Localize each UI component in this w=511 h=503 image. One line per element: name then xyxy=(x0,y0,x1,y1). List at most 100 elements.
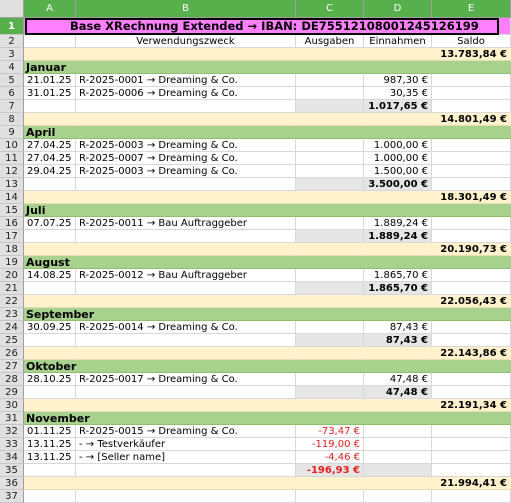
saldo-cell[interactable] xyxy=(432,425,511,438)
purpose-cell[interactable]: R-2025-0017 → Dreaming & Co. xyxy=(76,373,296,386)
row-header[interactable]: 35 xyxy=(0,464,24,477)
cell[interactable] xyxy=(296,347,364,360)
cell[interactable] xyxy=(364,412,432,425)
cell[interactable] xyxy=(24,113,76,126)
cell[interactable] xyxy=(432,308,511,321)
row-header[interactable]: 28 xyxy=(0,373,24,386)
date-cell[interactable]: 21.01.25 xyxy=(24,74,76,87)
row-header[interactable]: 19 xyxy=(0,256,24,269)
cell[interactable] xyxy=(296,399,364,412)
expense-sum-cell[interactable] xyxy=(296,386,364,399)
date-cell[interactable]: 31.01.25 xyxy=(24,87,76,100)
row-header[interactable]: 15 xyxy=(0,204,24,217)
cell[interactable] xyxy=(364,61,432,74)
row-header[interactable]: 16 xyxy=(0,217,24,230)
row-header[interactable]: 3 xyxy=(0,48,24,61)
header-ausgaben[interactable]: Ausgaben xyxy=(296,35,364,48)
saldo-cell[interactable] xyxy=(432,152,511,165)
column-header-d[interactable]: D xyxy=(364,0,432,18)
expense-cell[interactable] xyxy=(296,152,364,165)
cell[interactable] xyxy=(24,178,76,191)
cell[interactable] xyxy=(24,48,76,61)
row-header[interactable]: 4 xyxy=(0,61,24,74)
cell[interactable] xyxy=(76,282,296,295)
cell[interactable] xyxy=(296,295,364,308)
cell[interactable] xyxy=(296,490,364,503)
month-label[interactable]: Oktober xyxy=(24,360,77,373)
cell[interactable] xyxy=(76,113,296,126)
column-header-c[interactable]: C xyxy=(296,0,364,18)
cell[interactable] xyxy=(364,477,432,490)
month-label[interactable]: April xyxy=(24,126,76,139)
purpose-cell[interactable]: R-2025-0006 → Dreaming & Co. xyxy=(76,87,296,100)
cell[interactable] xyxy=(296,204,364,217)
cell[interactable] xyxy=(296,191,364,204)
income-sum-cell[interactable]: 1.017,65 € xyxy=(364,100,432,113)
saldo-value[interactable]: 22.191,34 € xyxy=(432,399,511,412)
row-header[interactable]: 14 xyxy=(0,191,24,204)
cell[interactable] xyxy=(76,178,296,191)
cell[interactable] xyxy=(76,360,296,373)
income-cell[interactable]: 987,30 € xyxy=(364,74,432,87)
income-sum-cell[interactable]: 47,48 € xyxy=(364,386,432,399)
expense-sum-cell[interactable] xyxy=(296,334,364,347)
saldo-cell[interactable] xyxy=(432,321,511,334)
cell[interactable] xyxy=(364,48,432,61)
month-label[interactable]: September xyxy=(24,308,95,321)
saldo-cell[interactable] xyxy=(432,373,511,386)
row-header[interactable]: 22 xyxy=(0,295,24,308)
row-header[interactable]: 9 xyxy=(0,126,24,139)
income-sum-cell[interactable]: 87,43 € xyxy=(364,334,432,347)
cell[interactable] xyxy=(296,308,364,321)
date-cell[interactable]: 28.10.25 xyxy=(24,373,76,386)
cell[interactable] xyxy=(76,308,296,321)
cell[interactable] xyxy=(24,464,76,477)
cell[interactable] xyxy=(364,256,432,269)
expense-cell[interactable] xyxy=(296,217,364,230)
saldo-value[interactable]: 22.056,43 € xyxy=(432,295,511,308)
column-header-a[interactable]: A xyxy=(24,0,76,18)
purpose-cell[interactable]: R-2025-0011 → Bau Auftraggeber xyxy=(76,217,296,230)
row-header[interactable]: 12 xyxy=(0,165,24,178)
purpose-cell[interactable]: R-2025-0003 → Dreaming & Co. xyxy=(76,139,296,152)
saldo-value[interactable]: 13.783,84 € xyxy=(432,48,511,61)
saldo-value[interactable]: 20.190,73 € xyxy=(432,243,511,256)
row-header[interactable]: 25 xyxy=(0,334,24,347)
income-sum-cell[interactable]: 1.865,70 € xyxy=(364,282,432,295)
purpose-cell[interactable]: R-2025-0014 → Dreaming & Co. xyxy=(76,321,296,334)
purpose-cell[interactable]: R-2025-0015 → Dreaming & Co. xyxy=(76,425,296,438)
row-header[interactable]: 26 xyxy=(0,347,24,360)
cell[interactable] xyxy=(76,126,296,139)
row-header[interactable]: 24 xyxy=(0,321,24,334)
expense-cell[interactable]: -4,46 € xyxy=(296,451,364,464)
cell[interactable] xyxy=(296,256,364,269)
expense-cell[interactable] xyxy=(296,139,364,152)
date-cell[interactable]: 13.11.25 xyxy=(24,451,76,464)
cell[interactable] xyxy=(364,360,432,373)
income-cell[interactable]: 47,48 € xyxy=(364,373,432,386)
expense-sum-cell[interactable] xyxy=(296,230,364,243)
expense-cell[interactable] xyxy=(296,373,364,386)
row-header[interactable]: 18 xyxy=(0,243,24,256)
cell[interactable] xyxy=(24,230,76,243)
row-header[interactable]: 1 xyxy=(0,18,24,35)
cell[interactable] xyxy=(432,386,511,399)
month-label[interactable]: August xyxy=(24,256,76,269)
expense-cell[interactable] xyxy=(296,74,364,87)
row-header[interactable]: 31 xyxy=(0,412,24,425)
cell[interactable] xyxy=(76,464,296,477)
cell[interactable] xyxy=(296,113,364,126)
cell[interactable] xyxy=(24,490,76,503)
cell[interactable] xyxy=(364,204,432,217)
income-sum-cell[interactable]: 1.889,24 € xyxy=(364,230,432,243)
row-header[interactable]: 2 xyxy=(0,35,24,48)
row-header[interactable]: 37 xyxy=(0,490,24,503)
cell[interactable] xyxy=(296,61,364,74)
cell[interactable] xyxy=(364,295,432,308)
title-cell[interactable]: Base XRechnung Extended → IBAN: DE755121… xyxy=(24,18,511,35)
cell[interactable] xyxy=(76,256,296,269)
purpose-cell[interactable]: - → Testverkäufer xyxy=(76,438,296,451)
income-cell[interactable]: 1.889,24 € xyxy=(364,217,432,230)
row-header[interactable]: 5 xyxy=(0,74,24,87)
saldo-value[interactable]: 21.994,41 € xyxy=(432,477,511,490)
